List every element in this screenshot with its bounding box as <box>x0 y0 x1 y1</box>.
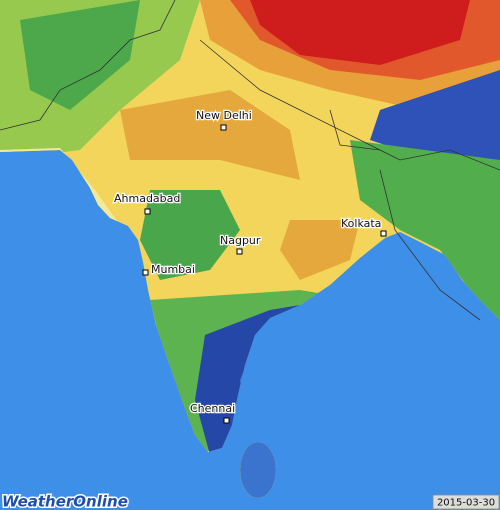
city-marker <box>220 124 227 131</box>
city-label: Kolkata <box>341 217 381 230</box>
city-markers <box>142 124 387 424</box>
city-marker <box>144 208 151 215</box>
city-label: Ahmadabad <box>114 192 180 205</box>
city-marker <box>236 248 243 255</box>
date-box <box>432 494 500 510</box>
borders <box>0 0 500 321</box>
city-marker <box>223 417 230 424</box>
logo: WeatherOnline <box>2 493 128 510</box>
city-marker <box>142 269 149 276</box>
city-label: Chennai <box>190 402 235 415</box>
city-marker <box>380 230 387 237</box>
date: 2015-03-30 <box>437 498 495 509</box>
city-label: Mumbai <box>151 263 195 276</box>
city-label: Nagpur <box>220 234 261 247</box>
city-label: New Delhi <box>196 109 252 122</box>
